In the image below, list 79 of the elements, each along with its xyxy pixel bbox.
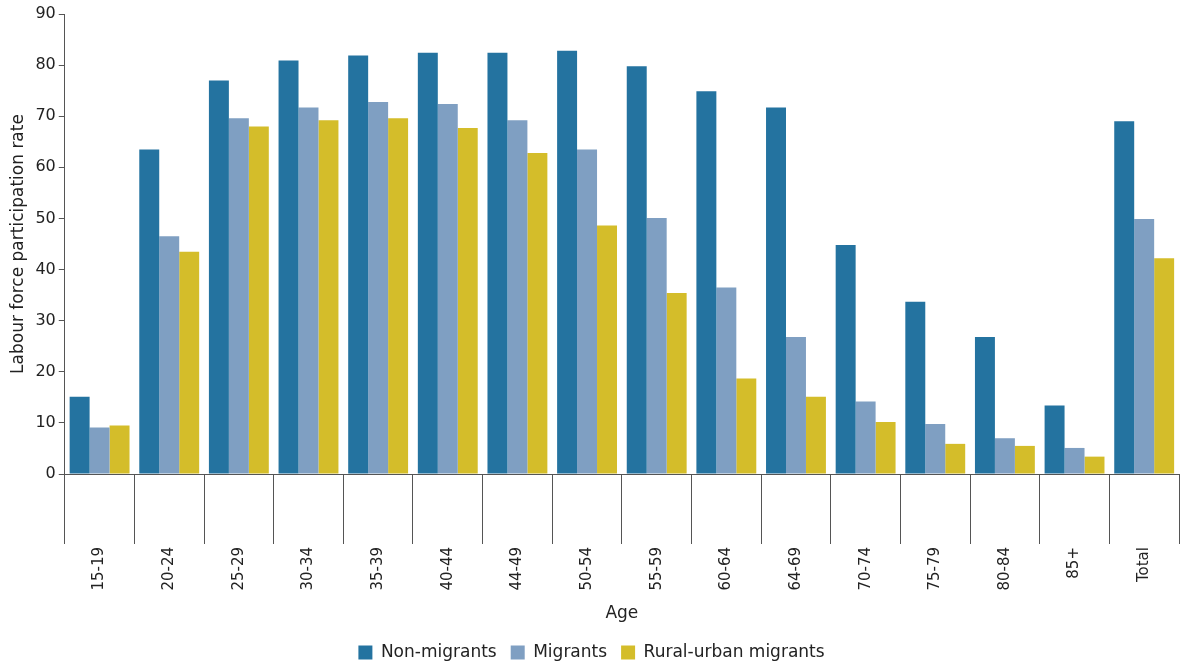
bar	[666, 293, 687, 474]
bar	[557, 50, 578, 474]
bar	[248, 126, 269, 474]
legend-label: Rural-urban migrants	[643, 640, 825, 661]
bar	[716, 287, 737, 474]
y-axis-title: Labour force participation rate	[6, 114, 27, 374]
y-tick-label: 30	[35, 309, 56, 329]
y-tick-label: 70	[35, 105, 56, 125]
bar	[1084, 456, 1105, 474]
x-tick-label: 70-74	[855, 547, 874, 591]
x-tick-label: 80-84	[994, 547, 1013, 591]
bar	[974, 337, 995, 474]
x-tick-label: 35-39	[368, 547, 387, 591]
x-tick-label: 40-44	[437, 547, 456, 591]
bar	[208, 80, 229, 474]
y-tick-label: 90	[35, 3, 56, 23]
bar	[905, 301, 926, 474]
x-tick-label: 50-54	[576, 547, 595, 591]
bar	[298, 107, 319, 474]
bar	[945, 443, 966, 474]
x-tick-label: 44-49	[507, 547, 526, 591]
y-tick-label: 10	[35, 412, 56, 432]
bar	[786, 337, 806, 474]
bar	[766, 107, 786, 474]
bar	[179, 251, 200, 474]
bar	[1134, 218, 1155, 474]
bar	[597, 225, 618, 474]
bar	[1154, 258, 1175, 474]
bar	[925, 423, 946, 474]
bar	[388, 118, 409, 474]
bar	[368, 101, 389, 474]
x-tick-label: 85+	[1064, 547, 1083, 579]
bar	[89, 427, 110, 474]
bar	[577, 149, 598, 474]
bar	[457, 127, 478, 474]
bar	[159, 236, 180, 474]
y-tick-label: 50	[35, 207, 56, 227]
bar	[1044, 405, 1065, 474]
bar	[994, 438, 1015, 474]
x-tick-label: 60-64	[716, 547, 735, 591]
legend-label: Migrants	[533, 640, 608, 661]
bar	[507, 120, 528, 474]
bar	[696, 91, 717, 474]
x-tick-label: 30-34	[298, 547, 317, 591]
x-tick-label: 15-19	[89, 547, 108, 591]
y-tick-label: 60	[35, 156, 56, 176]
bar	[805, 396, 826, 474]
x-tick-label: 20-24	[159, 547, 178, 591]
bar	[417, 52, 438, 474]
bar	[736, 378, 757, 474]
bar	[835, 245, 856, 474]
bar	[318, 120, 339, 474]
x-tick-label: Total	[1134, 547, 1153, 584]
bar	[1114, 121, 1135, 474]
bar	[437, 103, 458, 474]
bar	[228, 118, 249, 474]
bar	[626, 66, 647, 474]
bar	[109, 425, 130, 474]
legend-label: Non-migrants	[380, 640, 497, 661]
bar	[1064, 447, 1085, 474]
bar	[646, 217, 667, 474]
y-tick-label: 80	[35, 54, 56, 74]
bar	[487, 52, 508, 474]
bar	[278, 60, 299, 474]
y-tick-label: 0	[45, 463, 56, 483]
x-tick-label: 55-59	[646, 547, 665, 591]
bar	[527, 153, 548, 474]
bar	[69, 396, 90, 474]
y-tick-label: 40	[35, 258, 56, 278]
x-tick-label: 25-29	[228, 547, 247, 591]
bar	[1014, 445, 1035, 474]
x-tick-label: 75-79	[925, 547, 944, 591]
bar	[139, 149, 160, 474]
bar	[855, 401, 876, 474]
bar	[875, 421, 896, 474]
y-tick-label: 20	[35, 360, 56, 380]
bar	[348, 55, 369, 474]
x-tick-label: 64-69	[785, 547, 804, 591]
x-axis-title: Age	[605, 602, 639, 623]
